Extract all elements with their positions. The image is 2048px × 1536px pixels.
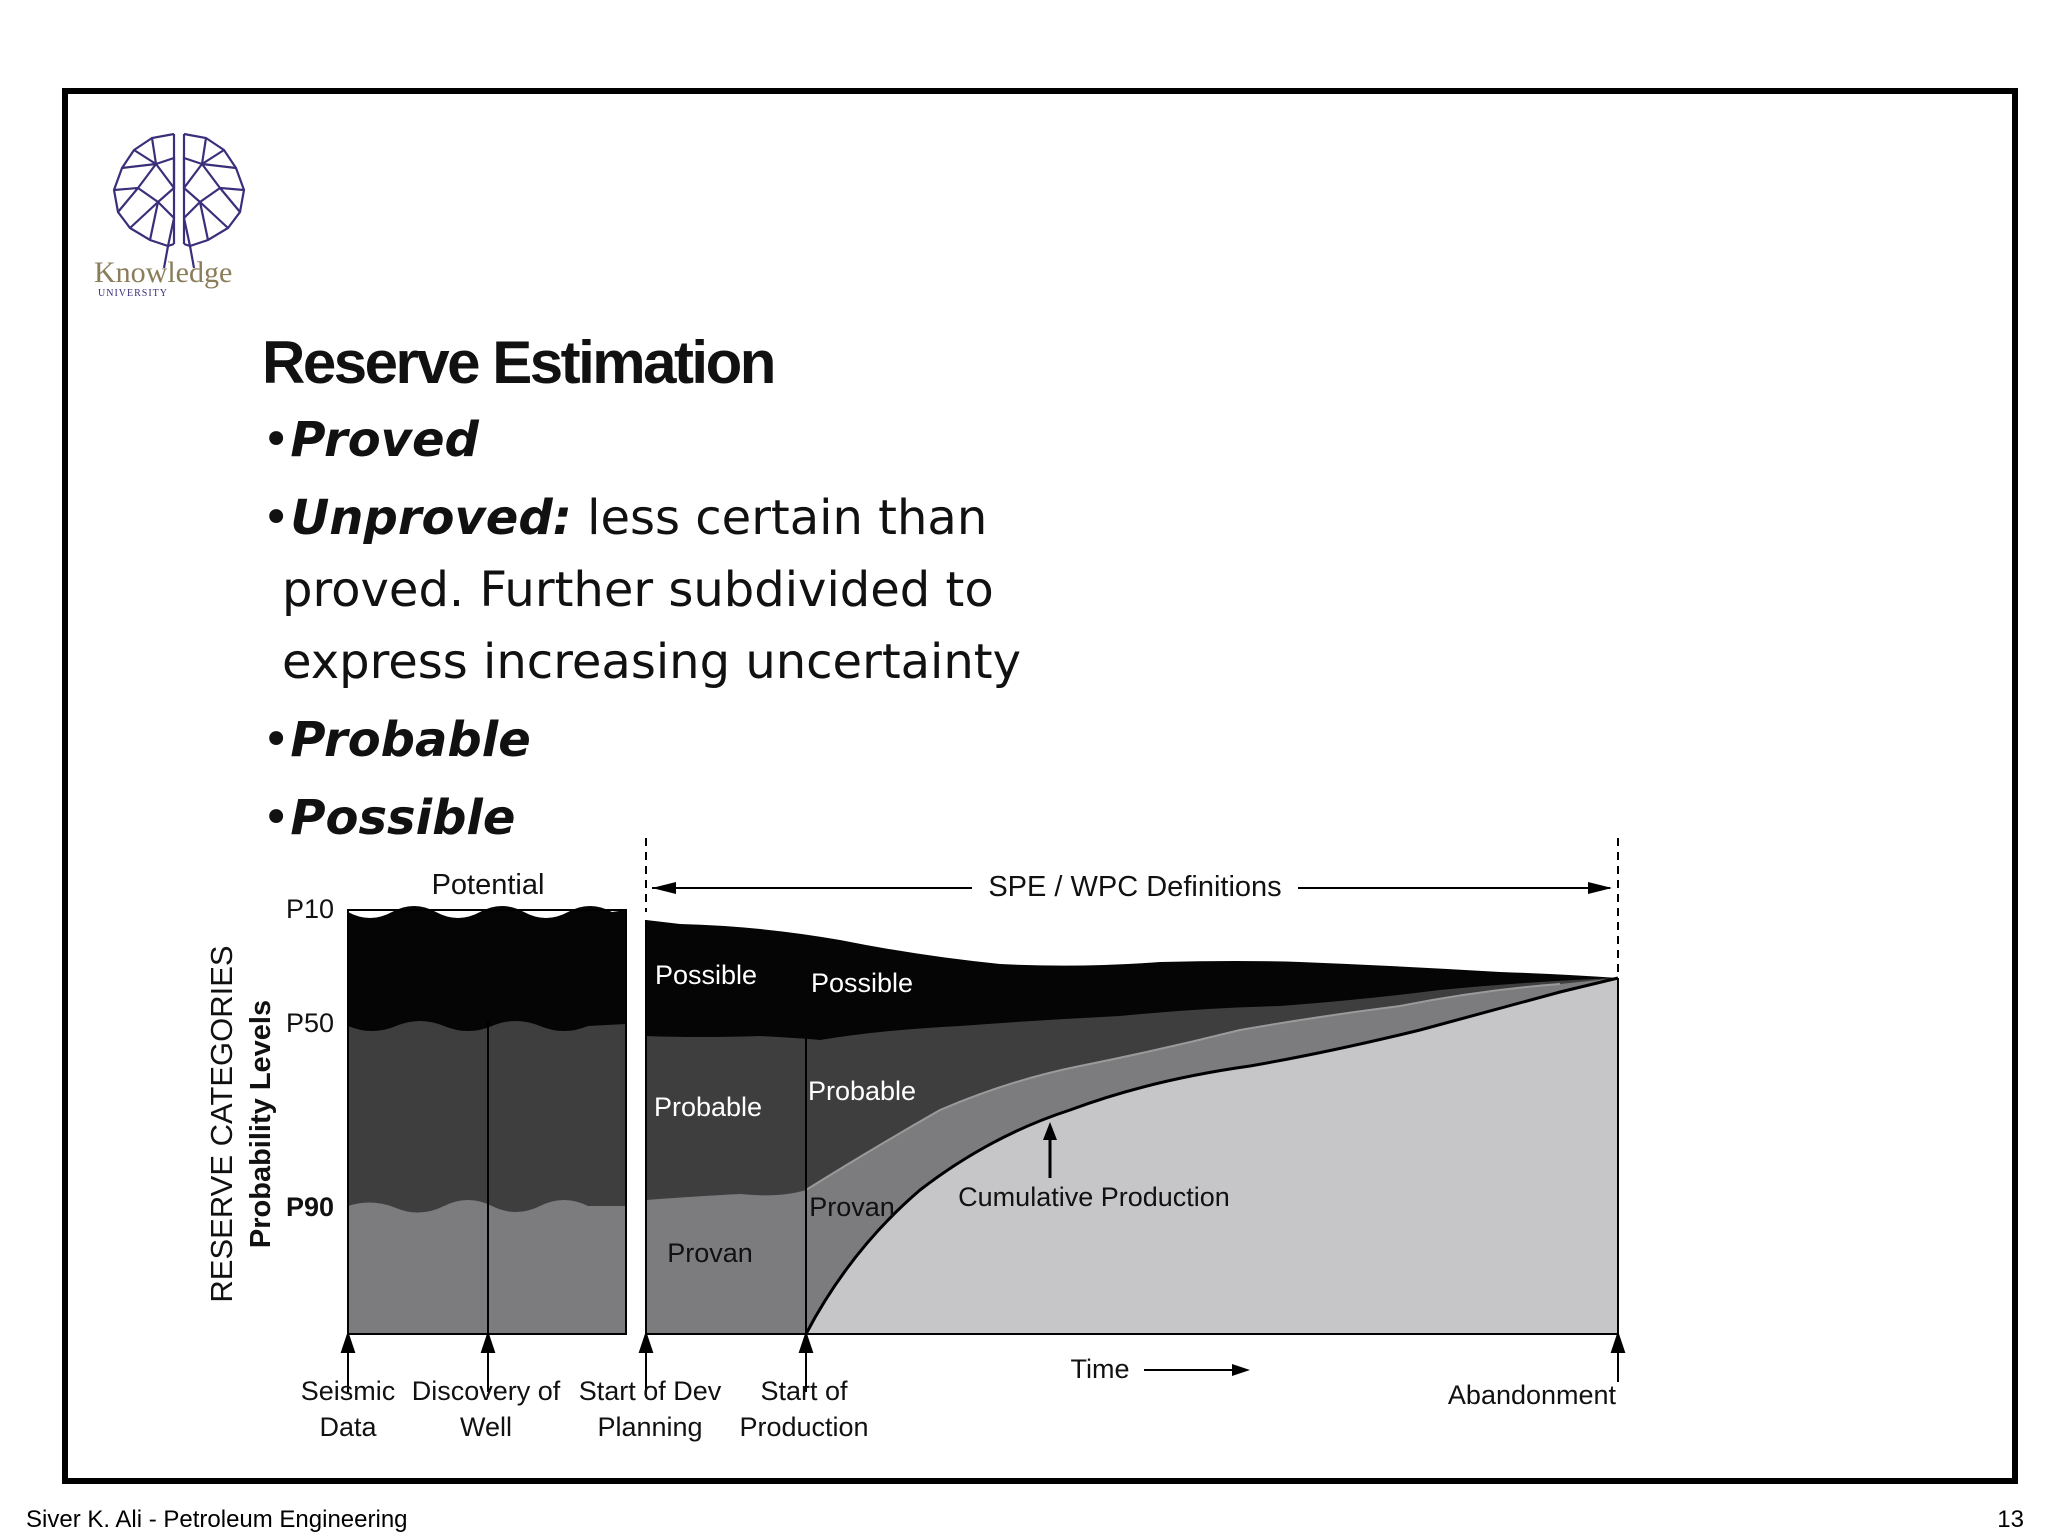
bullet-unproved: •Unproved: less certain than proved. Fur… <box>262 482 1162 698</box>
reserve-categories-diagram: SPE / WPC Definitions Potential RESERVE … <box>204 838 1626 1442</box>
label-probable-left: Probable <box>654 1092 762 1122</box>
logo-subtext: UNIVERSITY <box>98 288 168 298</box>
level-p50: P50 <box>286 1008 334 1038</box>
milestone-production-line2: Production <box>739 1412 868 1442</box>
footer-author: Siver K. Ali - Petroleum Engineering <box>26 1506 408 1533</box>
bullet-unproved-label: Unproved: <box>290 490 572 546</box>
milestone-dev-planning-line1: Start of Dev <box>579 1376 722 1406</box>
potential-block <box>347 906 627 1335</box>
logo-text: Knowledge <box>94 256 232 289</box>
bullet-unproved-text: less certain than <box>571 490 988 546</box>
bullet-list: •Proved •Unproved: less certain than pro… <box>262 404 1162 854</box>
label-possible-left: Possible <box>655 960 757 990</box>
university-logo: Knowledge UNIVERSITY <box>94 132 246 298</box>
potential-label: Potential <box>432 869 545 901</box>
label-provan-right: Provan <box>809 1192 895 1222</box>
label-provan-left: Provan <box>667 1238 753 1268</box>
y-axis-title: RESERVE CATEGORIES <box>204 945 239 1302</box>
bullet-proved-label: Proved <box>290 412 479 468</box>
label-possible-right: Possible <box>811 968 913 998</box>
milestone-discovery-line2: Well <box>460 1412 512 1442</box>
bullet-probable-label: Probable <box>290 712 531 768</box>
label-probable-right: Probable <box>808 1076 916 1106</box>
bullet-probable: •Probable <box>262 712 531 768</box>
spe-wpc-label: SPE / WPC Definitions <box>988 871 1281 903</box>
region-cumulative-production <box>806 978 1618 1334</box>
time-label: Time <box>1071 1354 1130 1384</box>
bullet-possible-label: Possible <box>290 790 516 846</box>
level-p10: P10 <box>286 894 334 924</box>
milestone-production-line1: Start of <box>760 1376 848 1406</box>
y-axis-subtitle: Probability Levels <box>245 1000 277 1248</box>
bullet-unproved-line-3: express increasing uncertainty <box>282 634 1022 690</box>
bullet-unproved-line-2: proved. Further subdivided to <box>282 562 994 618</box>
milestone-seismic-line1: Seismic <box>301 1376 396 1406</box>
level-p90: P90 <box>286 1192 334 1222</box>
milestone-seismic-line2: Data <box>319 1412 377 1442</box>
bullet-possible: •Possible <box>262 790 516 846</box>
slide-title: Reserve Estimation <box>262 329 776 396</box>
label-cumulative-production: Cumulative Production <box>958 1182 1230 1212</box>
page-number: 13 <box>1997 1506 2024 1533</box>
milestone-discovery-line1: Discovery of <box>412 1376 561 1406</box>
milestone-abandonment: Abandonment <box>1448 1380 1617 1410</box>
bullet-proved: •Proved <box>262 412 479 468</box>
milestone-dev-planning-line2: Planning <box>597 1412 702 1442</box>
brain-network-icon <box>112 132 246 269</box>
spe-block <box>645 920 1619 1335</box>
milestone-arrows <box>340 1330 1626 1392</box>
